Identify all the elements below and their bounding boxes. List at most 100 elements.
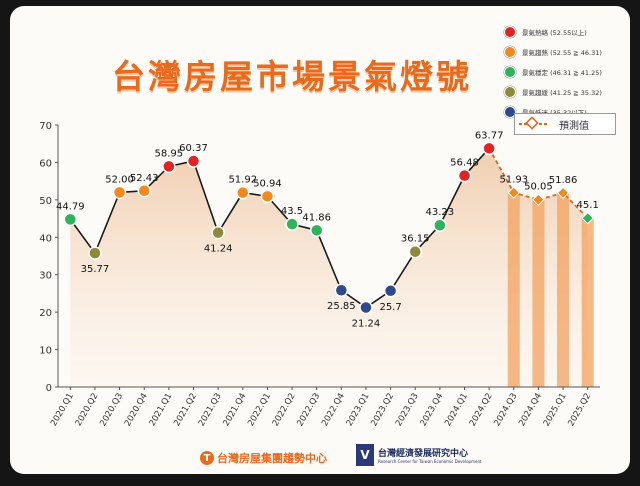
- data-label: 50.05: [524, 182, 553, 193]
- footer-logo-left: T 台灣房屋集團趨勢中心: [200, 450, 327, 466]
- x-tick-label: 2023.Q2: [369, 392, 396, 429]
- legend-dot-icon: [504, 26, 516, 38]
- legend: 景氣熱絡 (52.55以上) 景氣趨熱 (52.55 ≧ 46.31) 景氣穩定…: [504, 22, 602, 122]
- data-point: [309, 223, 324, 238]
- x-tick-label: 2022.Q2: [271, 392, 298, 429]
- x-tick-label: 2021.Q3: [197, 392, 224, 429]
- area-fill: [70, 148, 588, 387]
- data-label: 58.95: [155, 148, 184, 159]
- forecast-legend: 預測值: [514, 113, 616, 135]
- data-point: [112, 185, 127, 200]
- data-point: [260, 189, 275, 204]
- data-label: 51.93: [499, 175, 528, 186]
- legend-dot-icon: [504, 66, 516, 78]
- y-tick-label: 40: [39, 233, 52, 244]
- data-label: 41.86: [302, 212, 331, 223]
- data-point: [63, 212, 78, 227]
- data-label: 51.86: [549, 175, 578, 186]
- data-point: [211, 225, 225, 240]
- x-tick-label: 2024.Q2: [468, 392, 495, 429]
- legend-label: 景氣趨緩 (41.25 ≧ 35.32): [522, 89, 602, 97]
- footer-logo-right: V 台灣經濟發展研究中心 Research Center for Taiwan …: [356, 444, 482, 466]
- forecast-bar: [557, 192, 570, 387]
- chart-card: 台灣房屋市場景氣燈號 景氣熱絡 (52.55以上) 景氣趨熱 (52.55 ≧ …: [10, 6, 630, 474]
- data-label: 44.79: [56, 201, 85, 212]
- forecast-line-icon: [519, 116, 547, 130]
- x-tick-label: 2021.Q1: [148, 392, 175, 429]
- data-label: 50.94: [253, 178, 282, 189]
- data-label: 35.77: [81, 264, 110, 275]
- data-label: 52.00: [105, 174, 134, 185]
- data-point: [359, 300, 373, 315]
- chart-title: 台灣房屋市場景氣燈號: [112, 57, 472, 96]
- data-point: [137, 184, 151, 198]
- data-point: [507, 186, 520, 199]
- y-tick-label: 60: [39, 158, 52, 169]
- forecast-line: [488, 147, 589, 219]
- data-label: 36.15: [401, 234, 430, 245]
- data-point: [433, 218, 447, 232]
- legend-label: 景氣趨熱 (52.55 ≧ 46.31): [522, 49, 602, 57]
- data-label: 43.5: [281, 206, 303, 217]
- x-tick-label: 2020.Q4: [123, 392, 150, 429]
- y-tick-label: 0: [46, 383, 52, 394]
- footer-left-text: 台灣房屋集團趨勢中心: [217, 452, 327, 465]
- data-point: [162, 159, 176, 174]
- data-point: [383, 284, 398, 298]
- data-label: 63.77: [475, 130, 504, 141]
- forecast-label: 預測值: [559, 120, 589, 132]
- line-chart: 0 10 20 30 40 50 60 70 2020.Q12020.Q22020.Q32020…: [39, 121, 600, 429]
- x-tick-label: 2020.Q3: [98, 392, 125, 429]
- forecast-bar: [581, 218, 594, 387]
- y-tick-label: 10: [39, 346, 52, 357]
- house-logo-icon: T: [200, 451, 214, 465]
- data-point: [581, 211, 594, 225]
- data-label: 60.37: [179, 143, 208, 154]
- x-tick-label: 2020.Q1: [49, 392, 76, 429]
- footer-right-subtext: Research Center for Taiwan Economic Deve…: [378, 459, 482, 464]
- legend-dot-icon: [504, 106, 516, 118]
- x-tick-label: 2023.Q1: [345, 392, 372, 429]
- footer-right-text: 台灣經濟發展研究中心: [378, 449, 469, 459]
- x-tick-label: 2022.Q3: [295, 392, 322, 429]
- legend-label: 景氣熱絡 (52.55以上): [522, 29, 587, 37]
- x-tick-label: 2023.Q4: [419, 392, 446, 429]
- legend-dot-icon: [504, 86, 516, 98]
- x-tick-label: 2024.Q3: [492, 391, 519, 428]
- data-point: [408, 244, 422, 259]
- legend-item: 景氣趨熱 (52.55 ≧ 46.31): [504, 42, 602, 62]
- y-tick-label: 30: [39, 271, 52, 282]
- data-label: 45.1: [577, 200, 599, 211]
- x-tick-label: 2024.Q4: [517, 392, 544, 429]
- x-tick-label: 2022.Q1: [246, 392, 273, 429]
- x-tick-label: 2021.Q4: [221, 392, 248, 429]
- legend-item: 景氣趨緩 (41.25 ≧ 35.32): [504, 82, 602, 102]
- forecast-bar: [532, 199, 545, 387]
- data-label: 52.43: [130, 173, 159, 184]
- data-label: 25.7: [379, 302, 401, 313]
- research-logo-icon: V: [356, 444, 374, 466]
- data-label: 43.23: [426, 207, 455, 218]
- legend-item: 景氣穩定 (46.31 ≧ 41.25): [504, 62, 602, 82]
- x-tick-label: 2024.Q1: [443, 392, 470, 429]
- data-point: [236, 185, 250, 200]
- x-tick-label: 2020.Q2: [74, 392, 101, 429]
- data-point: [556, 186, 570, 200]
- y-tick-label: 20: [39, 308, 52, 319]
- legend-item: 景氣熱絡 (52.55以上): [504, 22, 602, 42]
- data-point: [285, 217, 299, 231]
- data-point: [482, 141, 496, 156]
- data-point: [334, 283, 349, 297]
- x-tick-label: 2022.Q4: [320, 392, 347, 429]
- x-tick-label: 2021.Q2: [172, 392, 199, 429]
- data-point: [457, 168, 472, 183]
- data-label: 21.24: [352, 319, 381, 330]
- data-label: 25.85: [327, 301, 356, 312]
- data-point: [186, 154, 201, 168]
- x-tick-label: 2023.Q3: [394, 392, 421, 429]
- forecast-bar: [507, 192, 520, 387]
- y-tick-label: 50: [39, 196, 52, 207]
- data-label: 56.48: [450, 158, 479, 169]
- data-point: [532, 193, 545, 206]
- y-tick-label: 70: [39, 121, 52, 132]
